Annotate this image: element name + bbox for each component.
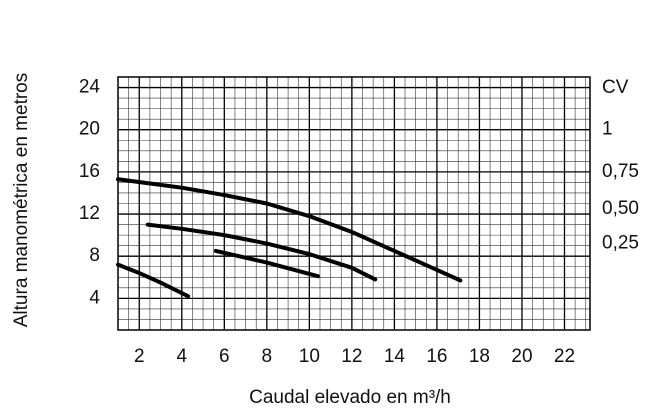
x-tick-label: 20 <box>511 346 532 367</box>
y-tick-label: 12 <box>79 203 100 224</box>
x-tick-label: 12 <box>341 346 362 367</box>
pump-curve <box>213 248 320 279</box>
x-tick-label: 4 <box>176 346 187 367</box>
y-tick-label: 4 <box>89 287 100 308</box>
y2-tick-label: 1 <box>602 119 613 140</box>
x-tick-label: 18 <box>469 346 490 367</box>
x-tick-label: 14 <box>384 346 406 367</box>
x-tick-label: 2 <box>134 346 145 367</box>
grid <box>117 76 591 331</box>
pump-curve <box>145 222 378 282</box>
y2-tick-label: 0,50 <box>602 198 639 219</box>
y-tick-label: 20 <box>79 119 100 140</box>
y2-tick-label: 0,75 <box>602 161 639 182</box>
x-tick-label: 6 <box>219 346 230 367</box>
x-tick-label: 8 <box>262 346 273 367</box>
y-tick-label: 16 <box>79 161 100 182</box>
y-axis-label: Altura manométrica en metros <box>11 73 32 328</box>
x-tick-label: 22 <box>554 346 575 367</box>
x-tick-label: 10 <box>299 346 320 367</box>
x-axis-label: Caudal elevado en m³/h <box>249 387 451 408</box>
plot-frame <box>117 76 591 331</box>
x-tick-label: 16 <box>426 346 447 367</box>
pump-curve <box>116 177 463 283</box>
y2-tick-label: 0,25 <box>602 233 639 254</box>
y2-axis-label: CV <box>602 77 629 98</box>
y-tick-label: 24 <box>79 77 101 98</box>
pump-curve <box>116 262 191 299</box>
y-tick-label: 8 <box>89 245 100 266</box>
